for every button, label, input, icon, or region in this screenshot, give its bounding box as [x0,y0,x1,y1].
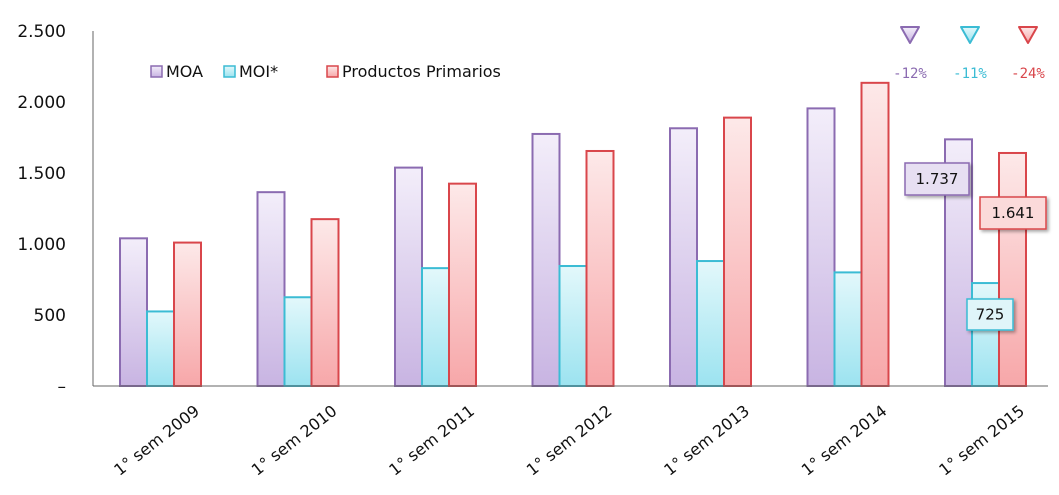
bar [723,116,752,388]
y-tick-label: 500 [34,306,66,326]
change-value: -12% [893,66,927,82]
x-tick-label: 1° sem 2015 [935,401,1028,479]
bar [531,132,561,387]
bar [448,182,477,387]
bar [173,241,202,387]
legend-swatch [150,65,163,78]
bar [585,149,615,387]
legend-label: MOA [166,62,203,81]
bar [806,107,836,387]
y-tick-label: 1.000 [17,235,66,255]
change-value: -11% [953,66,987,82]
y-tick-label: 1.500 [17,164,66,184]
bar [696,260,725,388]
x-tick-label: 1° sem 2011 [385,401,478,479]
x-tick-label: 1° sem 2014 [798,401,891,479]
legend-label: Productos Primarios [342,62,501,81]
bar [119,237,148,387]
bar [998,151,1027,387]
bar [146,310,175,388]
bar [833,271,863,387]
bar [421,267,450,388]
x-tick-label: 1° sem 2012 [523,401,616,479]
legend-label: MOI* [239,62,278,81]
bar [669,127,698,388]
bar [860,81,890,388]
change-value: -24% [1011,66,1045,82]
bar [283,296,313,387]
triangle-down-icon [1018,26,1038,44]
bar [256,191,286,387]
data-label-box [979,196,1047,230]
y-tick-label: – [58,377,67,397]
data-label: 725 [976,306,1005,324]
y-tick-label: 2.500 [17,22,66,42]
bar [310,218,340,387]
legend-swatch [326,65,339,78]
x-tick-label: 1° sem 2009 [110,401,203,479]
data-label: 1.641 [992,204,1035,222]
data-label: 1.737 [916,170,959,188]
triangle-down-icon [960,26,980,44]
bar [558,265,588,388]
x-tick-label: 1° sem 2010 [248,401,341,479]
bar [394,166,423,387]
data-label-box [904,162,970,196]
y-tick-label: 2.000 [17,93,66,113]
x-tick-label: 1° sem 2013 [660,401,753,479]
legend-swatch [223,65,236,78]
triangle-down-icon [900,26,920,44]
data-label-box [966,298,1014,331]
